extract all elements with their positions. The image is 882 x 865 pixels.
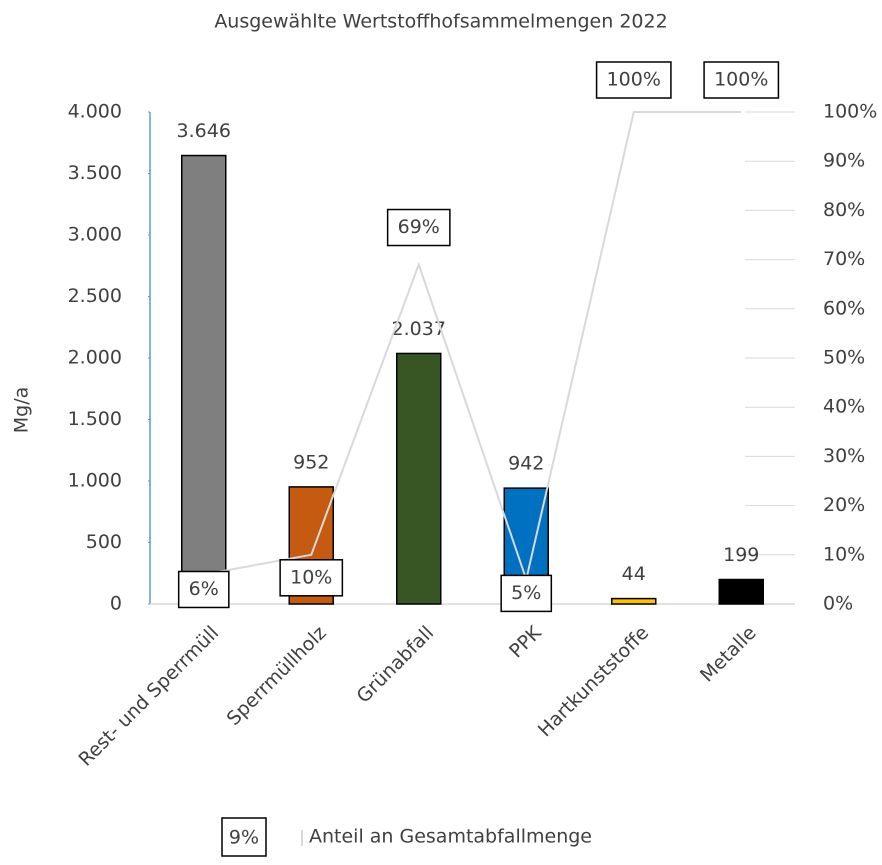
y2-tick-label: 80% bbox=[823, 199, 865, 221]
y2-tick-label: 10% bbox=[823, 543, 865, 565]
bar bbox=[611, 597, 657, 605]
y-tick-label: 500 bbox=[86, 531, 122, 553]
y-axis-label: Mg/a bbox=[11, 387, 33, 434]
share-label-box bbox=[279, 559, 344, 597]
bar-value-label: 2.037 bbox=[392, 318, 446, 340]
share-label-box bbox=[703, 61, 780, 99]
y2-tick-label: 40% bbox=[823, 396, 865, 418]
x-tick-label: Sperrmüllholz bbox=[223, 622, 331, 730]
x-tick-label: PPK bbox=[505, 621, 546, 662]
share-label-box bbox=[177, 570, 230, 609]
share-value-label: 100% bbox=[714, 69, 768, 91]
share-value-label: 100% bbox=[607, 69, 661, 91]
y2-tick-label: 30% bbox=[823, 445, 865, 467]
y-tick-label: 1.000 bbox=[68, 470, 122, 492]
x-tick-label: Grünabfall bbox=[352, 622, 438, 708]
chart-title: Ausgewählte Wertstoffhofsammelmengen 202… bbox=[214, 11, 667, 33]
share-value-label: 69% bbox=[398, 216, 440, 238]
share-label-box bbox=[386, 208, 451, 247]
y-tick-label: 4.000 bbox=[68, 101, 122, 123]
y2-tick-label: 20% bbox=[823, 494, 865, 516]
bar bbox=[181, 154, 227, 605]
y-tick-label: 2.500 bbox=[68, 285, 122, 307]
bar bbox=[396, 352, 442, 605]
y2-tick-label: 60% bbox=[823, 297, 865, 319]
y-tick-label: 1.500 bbox=[68, 408, 122, 430]
bar-value-label: 199 bbox=[723, 544, 759, 566]
y-tick-label: 3.000 bbox=[68, 224, 122, 246]
y2-tick-label: 70% bbox=[823, 248, 865, 270]
y2-tick-label: 0% bbox=[823, 593, 853, 615]
x-tick-label: Metalle bbox=[696, 622, 761, 687]
y2-tick-label: 90% bbox=[823, 150, 865, 172]
y-tick-label: 2.000 bbox=[68, 347, 122, 369]
share-value-label: 6% bbox=[189, 578, 219, 600]
legend-sample-box bbox=[221, 817, 267, 857]
legend-label: Anteil an Gesamtabfallmenge bbox=[309, 826, 592, 848]
bar-value-label: 952 bbox=[293, 451, 329, 473]
share-label-box bbox=[500, 574, 553, 613]
x-tick-label: Hartkunststoffe bbox=[534, 622, 653, 741]
bar-value-label: 44 bbox=[622, 563, 646, 585]
legend-sample-label: 9% bbox=[229, 827, 259, 849]
x-tick-label: Rest- und Sperrmüll bbox=[74, 622, 223, 771]
y-tick-label: 3.500 bbox=[68, 162, 122, 184]
share-value-label: 5% bbox=[511, 582, 541, 604]
share-label-box bbox=[595, 61, 672, 99]
share-line bbox=[203, 111, 742, 584]
y2-tick-label: 50% bbox=[823, 347, 865, 369]
bar-value-label: 942 bbox=[508, 453, 544, 475]
y2-tick-label: 100% bbox=[823, 101, 877, 123]
bar bbox=[718, 578, 764, 605]
share-value-label: 10% bbox=[290, 566, 332, 588]
y-tick-label: 0 bbox=[110, 593, 122, 615]
bar-value-label: 3.646 bbox=[177, 120, 231, 142]
